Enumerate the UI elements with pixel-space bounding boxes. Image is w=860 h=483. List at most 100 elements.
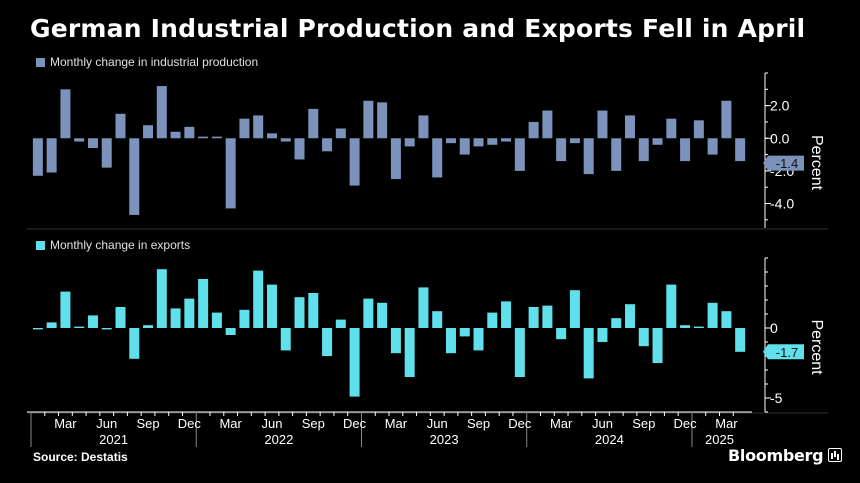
x-month-label: Mar <box>715 416 738 431</box>
production-bar <box>707 138 718 155</box>
production-last-value-badge <box>763 155 804 171</box>
exports-bar <box>143 325 154 328</box>
production-bar <box>377 102 388 139</box>
x-month-label: Mar <box>54 416 77 431</box>
exports-bar <box>418 287 429 328</box>
exports-bar <box>473 328 484 351</box>
x-year-label: 2023 <box>430 432 459 447</box>
production-y-tick-label: 2.0 <box>770 98 790 114</box>
exports-bar <box>445 328 456 354</box>
production-bar <box>184 126 195 139</box>
production-bar <box>556 138 567 162</box>
x-month-label: Dec <box>178 416 202 431</box>
production-bar <box>87 138 98 149</box>
exports-bar <box>432 311 443 328</box>
exports-bar <box>46 322 57 328</box>
exports-bar <box>735 328 746 352</box>
exports-bar <box>680 325 691 328</box>
exports-bar <box>335 319 346 328</box>
exports-bar <box>225 328 236 335</box>
exports-bar <box>349 328 360 397</box>
production-bar <box>418 115 429 139</box>
exports-last-value-label: -1.7 <box>776 345 798 360</box>
exports-bar <box>666 284 677 328</box>
production-bar <box>514 138 525 171</box>
x-month-label: Jun <box>592 416 613 431</box>
exports-y-axis-title: Percent <box>808 319 825 375</box>
exports-bar <box>156 269 167 328</box>
x-axis: Mar Jun Sep Dec Mar Jun Sep Dec Mar Jun Sep Dec Mar J… <box>27 411 752 447</box>
production-bar <box>308 108 319 139</box>
exports-bar <box>390 328 401 354</box>
production-bar <box>129 138 140 215</box>
x-year-label: 2022 <box>264 432 293 447</box>
chart-title: German Industrial Production and Exports… <box>30 14 806 43</box>
exports-y-tick-label: 0 <box>770 320 778 336</box>
x-month-label: Mar <box>385 416 408 431</box>
legend-swatch-exports <box>36 240 45 250</box>
production-bar <box>473 138 484 147</box>
exports-bar <box>459 328 470 337</box>
production-bar <box>266 133 277 139</box>
exports-bar <box>597 328 608 342</box>
production-bar <box>445 138 456 144</box>
production-bar <box>115 113 126 139</box>
exports-y-tick-label: -5 <box>770 390 783 406</box>
exports-bar <box>115 307 126 328</box>
brand-name: Bloomberg <box>728 446 824 465</box>
production-bar <box>46 138 57 173</box>
x-month-label: Dec <box>343 416 367 431</box>
exports-bar <box>625 304 635 328</box>
exports-bar <box>556 328 567 340</box>
exports-bar <box>322 328 333 356</box>
x-month-label: Jun <box>96 416 117 431</box>
production-bar <box>583 138 594 175</box>
x-month-label: Mar <box>219 416 242 431</box>
bloomberg-chart-icon <box>828 448 843 462</box>
x-month-label: Mar <box>550 416 573 431</box>
legend-label-production: Monthly change in industrial production <box>50 55 259 69</box>
production-bar <box>611 138 622 171</box>
production-bar <box>390 138 401 180</box>
exports-bar <box>253 270 264 328</box>
source-note: Source: Destatis <box>33 450 128 464</box>
exports-bar <box>514 328 525 377</box>
exports-bar <box>198 279 209 328</box>
exports-bar <box>129 328 140 359</box>
production-bar <box>60 89 71 139</box>
exports-bar <box>266 284 277 328</box>
exports-bar <box>583 328 594 379</box>
production-bar <box>693 120 704 139</box>
production-bar <box>528 121 539 139</box>
production-bar <box>680 138 691 162</box>
exports-last-value-badge <box>763 344 804 360</box>
production-bar <box>225 138 236 209</box>
exports-bar <box>211 312 222 328</box>
exports-bar <box>184 298 195 328</box>
x-month-label: Dec <box>508 416 532 431</box>
exports-bar <box>280 328 291 351</box>
production-bar <box>74 138 85 142</box>
production-bar <box>597 110 608 139</box>
exports-bar <box>707 302 718 328</box>
legend-production: Monthly change in industrial production <box>36 55 258 69</box>
production-bar <box>625 115 635 139</box>
production-bar <box>487 138 498 145</box>
production-bar <box>638 138 649 162</box>
production-bar <box>156 86 167 139</box>
production-bar <box>335 128 346 139</box>
x-month-label: Sep <box>302 416 325 431</box>
x-month-label: Jun <box>427 416 448 431</box>
production-bar <box>32 138 43 176</box>
production-y-tick-label: 0.0 <box>770 130 790 146</box>
production-last-value-label: -1.4 <box>776 156 798 171</box>
x-month-label: Sep <box>136 416 159 431</box>
x-month-label: Sep <box>467 416 490 431</box>
exports-bar <box>377 302 388 328</box>
legend-label-exports: Monthly change in exports <box>50 238 191 252</box>
production-bar <box>363 100 374 139</box>
exports-bar <box>652 328 663 363</box>
exports-bar <box>542 305 553 328</box>
